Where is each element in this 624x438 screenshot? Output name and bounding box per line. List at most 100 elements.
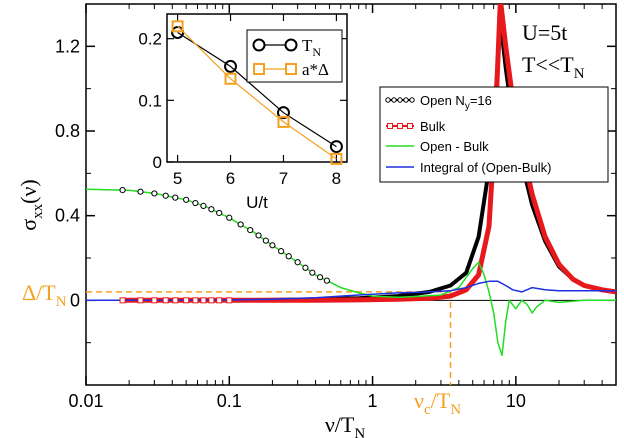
x-tick-label: 0.01: [68, 391, 103, 411]
params-line2-main: T<<T: [522, 52, 574, 77]
inset-y-tick-label: 0.2: [138, 30, 162, 49]
inset-tn-marker: [276, 106, 290, 120]
inset-delta-marker: [277, 115, 290, 128]
inset-x-tick-label: 5: [173, 169, 182, 188]
bulk-marker: [208, 297, 215, 304]
plot-frame: [85, 3, 617, 386]
inset-x-tick-label: 7: [279, 169, 288, 188]
nu-c-sub2: N: [450, 402, 461, 418]
y-tick-label: 1.2: [55, 36, 80, 56]
legend-label-open-rest: =16: [470, 93, 492, 108]
legend-label-open-main: Open N: [420, 93, 465, 108]
inset-legend-label-tn: TN: [302, 36, 321, 59]
open-marker: [119, 187, 126, 194]
delta-annotation-sub: N: [56, 294, 67, 310]
legend-sample-open-marker: [391, 97, 397, 103]
open-marker: [162, 192, 169, 199]
open-marker: [285, 253, 292, 260]
open-marker: [172, 194, 179, 201]
inset-legend-sample-tn-marker: [252, 38, 266, 52]
inset-legend-sample-tn-marker: [284, 38, 298, 52]
legend: Open Ny=16 Bulk Open - Bulk Integral of …: [379, 86, 609, 183]
open-marker: [278, 248, 285, 255]
open-marker: [226, 214, 233, 221]
legend-sample-open-marker: [385, 97, 391, 103]
x-tick-label: 0.1: [217, 391, 242, 411]
inset-y-tick-label: 0: [153, 153, 162, 172]
bulk-marker: [151, 297, 158, 304]
open-marker: [208, 206, 215, 213]
y-axis-label-sub: xx: [30, 203, 46, 219]
inset-series-line: [177, 25, 337, 160]
open-marker: [262, 237, 269, 244]
delta-annotation: Δ/TN: [22, 280, 67, 310]
open-marker: [183, 196, 190, 203]
y-tick-label: 0.8: [55, 121, 80, 141]
inset-delta-marker: [171, 20, 184, 33]
legend-sample-open-marker: [409, 97, 415, 103]
x-tick-label: 1: [368, 391, 378, 411]
open-marker: [192, 199, 199, 207]
x-axis-label: ν/TN: [325, 412, 366, 438]
bulk-marker: [162, 297, 169, 304]
inset-legend-tn-sub: N: [312, 45, 321, 59]
bulk-marker: [216, 297, 223, 304]
y-axis-label-main: σ: [16, 219, 41, 231]
open-marker: [247, 226, 254, 234]
series-bulk-line: [122, 4, 616, 303]
inset-x-tick-label: 8: [332, 169, 341, 188]
open-marker: [137, 188, 144, 195]
inset-legend-sample-delta-marker: [285, 63, 297, 75]
inset-legend-label-delta: a*Δ: [302, 60, 329, 79]
open-marker: [302, 264, 309, 271]
y-tick-label: 0: [70, 290, 80, 310]
inset-tn-marker: [224, 59, 238, 73]
inset-series-line: [177, 31, 337, 148]
inset-legend-tn-main: T: [302, 36, 313, 55]
nu-c-main: ν: [414, 388, 424, 413]
legend-sample-open-marker: [397, 97, 403, 103]
delta-annotation-main: Δ/T: [22, 280, 56, 305]
open-marker: [216, 209, 223, 217]
inset-delta-marker: [224, 72, 237, 85]
legend-sample-bulk-marker: [397, 123, 403, 129]
bulk-marker: [172, 297, 179, 304]
x-axis-label-sub: N: [354, 426, 365, 438]
x-tick-label: 10: [506, 391, 526, 411]
open-marker: [200, 202, 207, 210]
legend-sample-open-marker: [403, 97, 409, 103]
inset-y-tick-label: 0.1: [138, 91, 162, 110]
bulk-marker: [137, 297, 144, 304]
legend-sample-bulk-marker: [387, 123, 393, 129]
nu-c-sub1: c: [424, 402, 431, 418]
params-line2-sub: N: [574, 66, 585, 82]
inset-legend-sample-delta-marker: [253, 63, 265, 75]
open-marker: [151, 190, 158, 197]
legend-label-open: Open Ny=16: [420, 93, 492, 112]
legend-sample-bulk-marker: [407, 123, 413, 129]
bulk-marker: [183, 297, 190, 304]
inset-delta-marker: [330, 152, 343, 165]
x-axis-label-main: ν/T: [325, 412, 355, 437]
legend-label-bulk: Bulk: [420, 119, 446, 134]
open-marker: [255, 232, 262, 239]
inset-x-tick-label: 6: [226, 169, 235, 188]
params-line1: U=5t: [522, 20, 567, 45]
open-marker: [323, 277, 330, 284]
inset-x-label: U/t: [246, 193, 268, 212]
open-marker: [294, 259, 301, 266]
series-open-minus-bulk-line: [86, 188, 616, 357]
open-marker: [309, 269, 316, 276]
inset: 5 6 7 8 0 0.1 0.2 U/t TN a*Δ: [138, 13, 348, 212]
series-integral-line: [86, 280, 616, 302]
bulk-marker: [200, 297, 207, 304]
legend-label-diff: Open - Bulk: [420, 139, 489, 154]
y-axis-label: σxx(ν): [16, 179, 46, 230]
bulk-marker: [192, 297, 199, 304]
bulk-marker: [119, 297, 126, 304]
open-marker: [237, 221, 244, 228]
nu-c-mid: /T: [431, 388, 451, 413]
inset-legend: TN a*Δ: [246, 29, 343, 83]
